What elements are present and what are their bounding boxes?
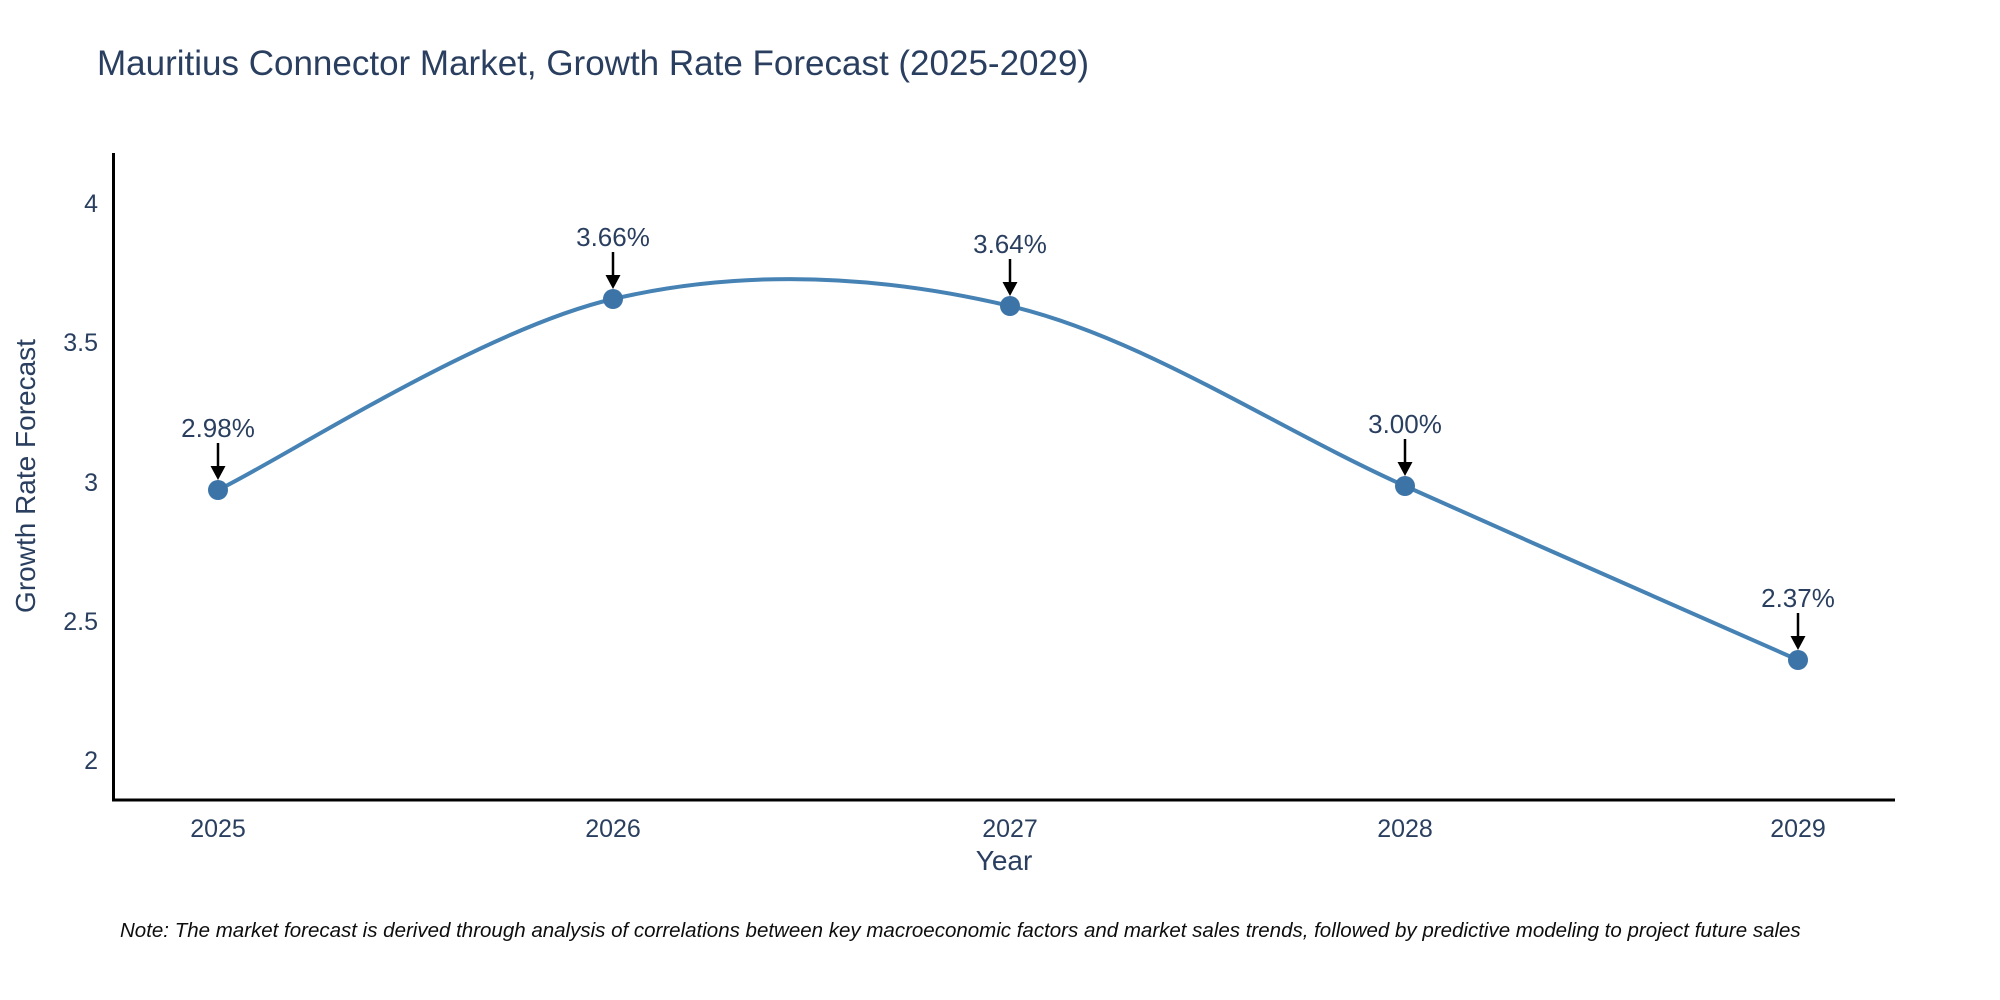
y-tick-3: 3 — [84, 469, 98, 497]
data-point-2029 — [1788, 650, 1808, 670]
x-tick-2026: 2026 — [585, 815, 641, 843]
x-tick-2027: 2027 — [982, 815, 1038, 843]
y-tick-4: 4 — [84, 190, 98, 218]
point-label-2028: 3.00% — [1368, 409, 1442, 439]
point-label-2026: 3.66% — [576, 222, 650, 252]
y-tick-2: 2 — [84, 747, 98, 775]
annotation-arrow-2029 — [1790, 613, 1806, 650]
y-axis-title: Growth Rate Forecast — [10, 339, 41, 613]
chart-title: Mauritius Connector Market, Growth Rate … — [97, 44, 1090, 83]
y-tick-2-5: 2.5 — [63, 608, 98, 636]
data-point-2027 — [1000, 296, 1020, 316]
annotation-arrow-2026 — [605, 252, 621, 289]
point-label-2027: 3.64% — [973, 229, 1047, 259]
data-point-2026 — [603, 289, 623, 309]
x-tick-2025: 2025 — [190, 815, 246, 843]
annotation-arrow-2027 — [1002, 259, 1018, 296]
x-tick-2029: 2029 — [1770, 815, 1826, 843]
y-tick-3-5: 3.5 — [63, 329, 98, 357]
annotation-arrow-2028 — [1397, 439, 1413, 476]
data-point-2028 — [1395, 476, 1415, 496]
x-axis-title: Year — [975, 845, 1033, 876]
x-tick-2028: 2028 — [1377, 815, 1433, 843]
data-point-2025 — [208, 480, 228, 500]
footnote: Note: The market forecast is derived thr… — [120, 919, 1801, 942]
point-label-2029: 2.37% — [1761, 583, 1835, 613]
forecast-line — [216, 277, 1800, 662]
point-label-2025: 2.98% — [181, 413, 255, 443]
annotation-arrow-2025 — [210, 443, 226, 480]
